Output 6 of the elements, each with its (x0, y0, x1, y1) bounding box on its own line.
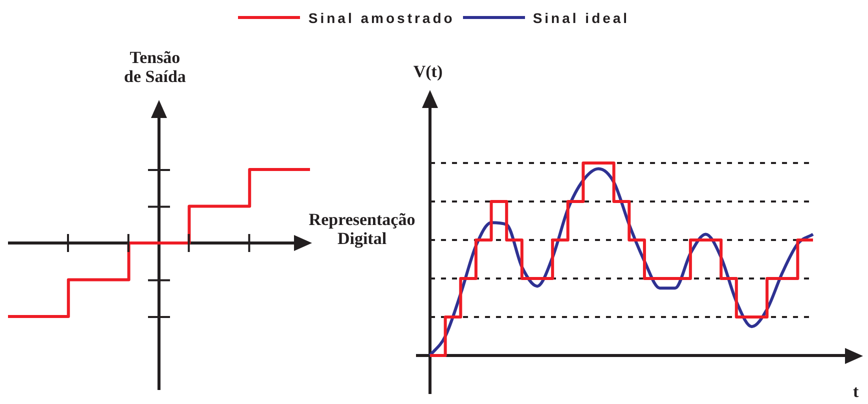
y-axis-title: V(t) (413, 62, 443, 81)
legend-label: Sinal ideal (532, 10, 630, 26)
y-axis-title: Tensão de Saída (124, 48, 186, 86)
x-axis-title: Representação Digital (308, 210, 416, 248)
x-axis-title: t (853, 382, 859, 401)
legend-label: Sinal amostrado (308, 10, 455, 26)
